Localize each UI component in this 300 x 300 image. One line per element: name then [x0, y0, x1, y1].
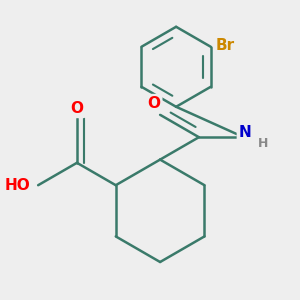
Text: N: N	[239, 125, 252, 140]
Text: Br: Br	[216, 38, 235, 53]
Text: H: H	[258, 137, 268, 150]
Text: O: O	[70, 101, 83, 116]
Text: O: O	[147, 96, 160, 111]
Text: HO: HO	[4, 178, 30, 193]
